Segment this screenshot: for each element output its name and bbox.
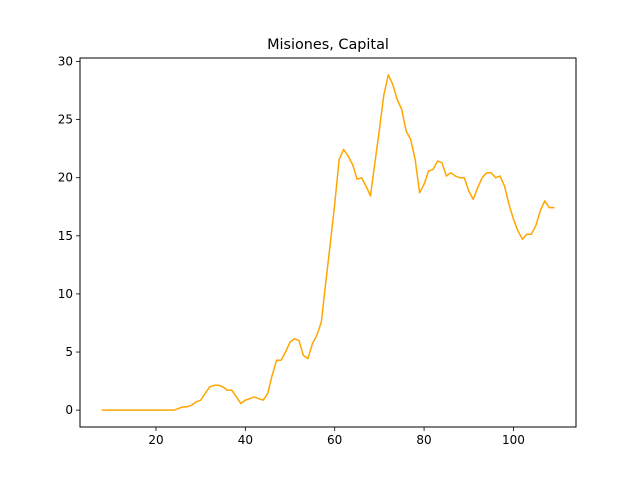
series-line — [101, 73, 555, 411]
chart-title: Misiones, Capital — [267, 37, 389, 53]
y-tick-label: 15 — [58, 229, 73, 243]
plot-frame — [79, 57, 577, 428]
x-axis: 20 40 60 80 100 — [148, 427, 525, 447]
y-axis: 0 5 10 15 20 25 30 — [58, 54, 80, 417]
series-layer — [101, 73, 555, 411]
x-tick-label: 20 — [148, 433, 163, 447]
y-tick-label: 20 — [58, 171, 73, 185]
x-tick-label: 80 — [416, 433, 431, 447]
y-tick-label: 5 — [65, 345, 73, 359]
x-tick-label: 40 — [238, 433, 253, 447]
y-tick-label: 25 — [58, 113, 73, 127]
y-tick-label: 30 — [58, 54, 73, 68]
x-tick-label: 100 — [502, 433, 525, 447]
x-tick-label: 60 — [327, 433, 342, 447]
y-tick-label: 10 — [58, 287, 73, 301]
y-tick-label: 0 — [65, 403, 73, 417]
